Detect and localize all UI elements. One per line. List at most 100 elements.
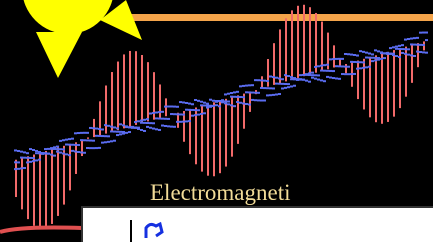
b-field-dash — [341, 58, 344, 60]
b-field-dash — [230, 92, 233, 94]
b-field-dash — [125, 126, 128, 128]
b-field-dash — [86, 132, 89, 134]
b-field-dash — [269, 87, 272, 89]
b-field-dash — [77, 132, 80, 134]
b-field-dash — [149, 122, 152, 124]
b-field-dash — [416, 44, 419, 46]
b-field-dash — [362, 51, 365, 53]
b-field-dash — [260, 100, 263, 102]
b-field-dash — [188, 120, 191, 122]
b-field-dash — [263, 100, 266, 102]
b-field-dash — [170, 105, 173, 107]
b-field-dash — [23, 157, 26, 159]
b-field-dash — [413, 55, 416, 57]
b-field-dash — [53, 148, 56, 150]
b-field-dash — [413, 44, 416, 46]
b-field-dash — [143, 130, 146, 132]
b-field-dash — [212, 105, 215, 107]
b-field-dash — [302, 79, 305, 81]
b-field-dash — [167, 125, 170, 127]
b-field-dash — [143, 122, 146, 124]
b-field-dash — [398, 56, 401, 58]
b-field-dash — [320, 70, 323, 72]
b-field-dash — [62, 153, 65, 155]
b-field-dash — [410, 54, 413, 56]
b-field-dash — [137, 120, 140, 122]
b-field-dash — [20, 151, 23, 153]
b-field-dash — [17, 150, 20, 152]
b-field-dash — [311, 77, 314, 79]
b-field-dash — [344, 66, 347, 68]
b-field-dash — [71, 144, 74, 146]
b-field-dash — [251, 99, 254, 101]
b-field-dash — [167, 118, 170, 120]
b-field-dash — [128, 131, 131, 133]
b-field-dash — [272, 76, 275, 78]
b-field-dash — [338, 58, 341, 60]
b-field-dash — [260, 79, 263, 81]
b-field-dash — [380, 58, 383, 60]
b-field-dash — [110, 140, 113, 142]
b-field-dash — [359, 61, 362, 63]
b-field-dash — [281, 83, 284, 85]
b-field-dash — [101, 135, 104, 137]
b-field-dash — [407, 48, 410, 50]
b-field-dash — [98, 147, 101, 149]
b-field-dash — [92, 140, 95, 142]
b-field-dash — [308, 74, 311, 76]
b-field-dash — [344, 53, 347, 55]
b-field-dash — [104, 124, 107, 126]
b-field-dash — [416, 51, 419, 53]
b-field-dash — [398, 45, 401, 47]
b-field-dash — [74, 132, 77, 134]
b-field-dash — [257, 79, 260, 81]
b-field-dash — [299, 78, 302, 80]
b-field-dash — [137, 128, 140, 130]
b-field-dash — [248, 104, 251, 106]
b-field-dash — [14, 161, 17, 163]
b-field-dash — [32, 149, 35, 151]
b-field-dash — [419, 32, 422, 34]
b-field-dash — [26, 161, 29, 163]
b-field-dash — [320, 79, 323, 81]
b-field-dash — [35, 159, 38, 161]
b-field-dash — [176, 113, 179, 115]
b-field-dash — [161, 125, 164, 127]
b-field-dash — [26, 152, 29, 154]
b-field-dash — [47, 148, 50, 150]
b-field-dash — [134, 121, 137, 123]
b-field-dash — [287, 83, 290, 85]
b-field-dash — [104, 135, 107, 137]
b-field-dash — [197, 100, 200, 102]
b-field-dash — [335, 58, 338, 60]
b-field-dash — [56, 146, 59, 148]
b-field-dash — [395, 46, 398, 48]
b-field-dash — [389, 53, 392, 55]
b-field-dash — [251, 84, 254, 86]
b-field-dash — [314, 66, 317, 68]
b-field-dash — [98, 128, 101, 130]
b-field-dash — [278, 77, 281, 79]
b-field-dash — [281, 78, 284, 80]
b-field-dash — [224, 102, 227, 104]
b-field-dash — [98, 135, 101, 137]
b-field-dash — [353, 73, 356, 75]
b-field-dash — [164, 118, 167, 120]
b-field-dash — [368, 52, 371, 54]
b-field-dash — [332, 77, 335, 79]
b-field-dash — [368, 57, 371, 59]
b-field-dash — [347, 66, 350, 68]
b-field-dash — [410, 43, 413, 45]
b-field-dash — [422, 32, 425, 34]
b-field-dash — [359, 67, 362, 69]
b-field-dash — [242, 85, 245, 87]
b-field-dash — [179, 113, 182, 115]
b-field-dash — [167, 105, 170, 107]
b-field-dash — [260, 87, 263, 89]
b-field-dash — [344, 73, 347, 75]
b-field-dash — [209, 99, 212, 101]
b-field-dash — [227, 103, 230, 105]
b-field-dash — [29, 157, 32, 159]
b-field-dash — [170, 113, 173, 115]
b-field-dash — [338, 78, 341, 80]
